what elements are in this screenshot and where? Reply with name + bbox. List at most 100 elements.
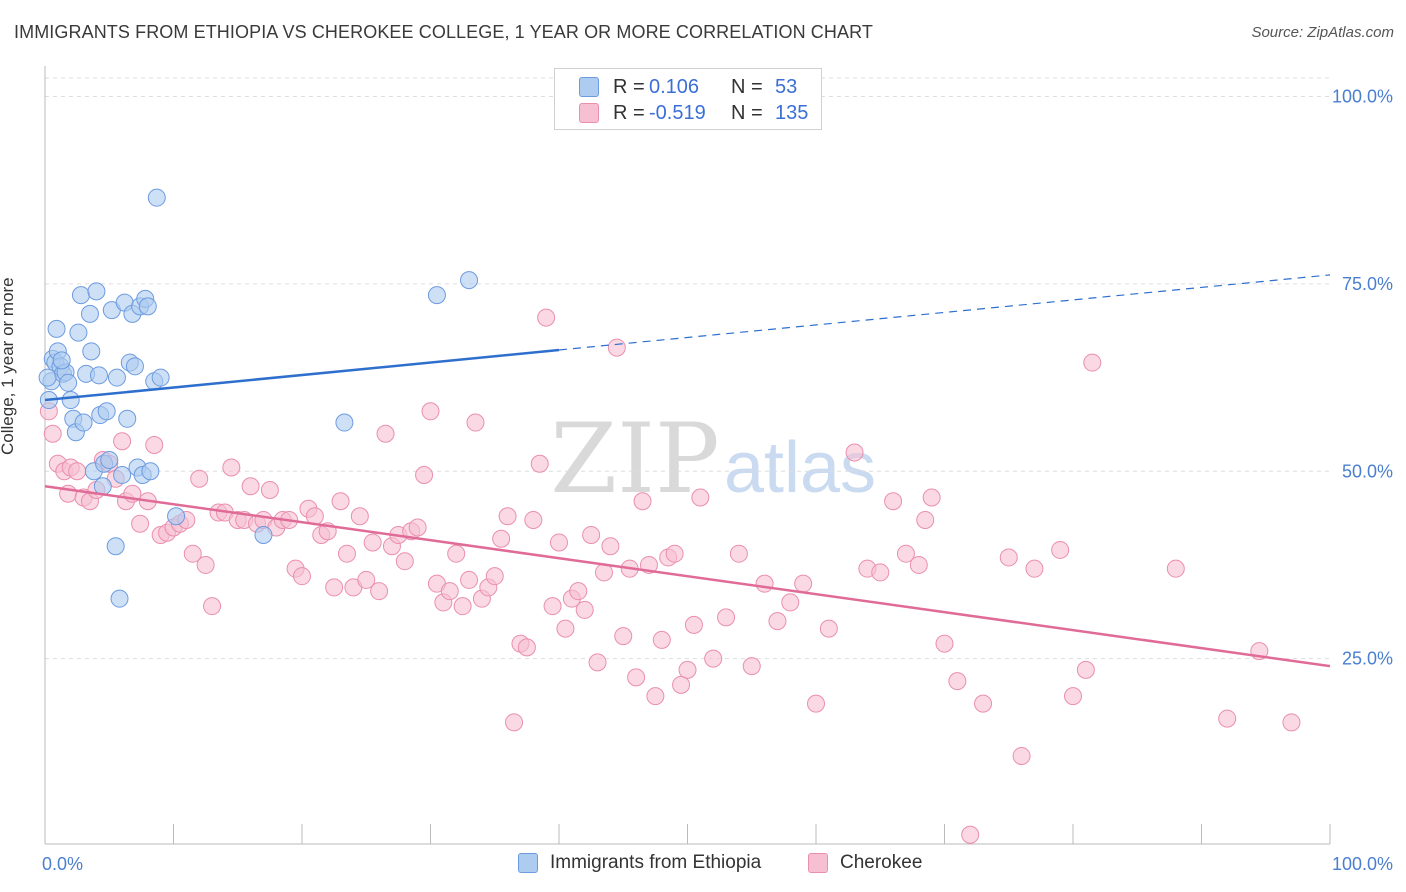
source-label: Source: ZipAtlas.com bbox=[1251, 24, 1394, 41]
r-value: 0.106 bbox=[649, 75, 700, 98]
cherokee-point bbox=[183, 544, 202, 563]
y-tick-label: 25.0% bbox=[1342, 649, 1393, 669]
ethiopia-point bbox=[71, 286, 90, 305]
cherokee-point bbox=[1166, 559, 1185, 578]
cherokee-point bbox=[203, 597, 222, 616]
cherokee-point bbox=[363, 533, 382, 552]
cherokee-point bbox=[466, 413, 485, 432]
series-legend: Immigrants from Ethiopia Cherokee bbox=[0, 852, 1406, 878]
ethiopia-point bbox=[118, 409, 137, 428]
n-label: N = bbox=[731, 75, 763, 98]
cherokee-point bbox=[729, 544, 748, 563]
ethiopia-point bbox=[141, 462, 160, 481]
cherokee-point bbox=[1051, 540, 1070, 559]
ethiopia-point bbox=[106, 537, 125, 556]
r-label: R = bbox=[613, 75, 645, 98]
cherokee-point bbox=[961, 825, 980, 844]
cherokee-point bbox=[485, 567, 504, 586]
y-tick-label: 50.0% bbox=[1342, 461, 1393, 481]
cherokee-point bbox=[260, 480, 279, 499]
ethiopia-point bbox=[82, 342, 101, 361]
cherokee-point bbox=[530, 454, 549, 473]
legend-item-ethiopia[interactable]: Immigrants from Ethiopia bbox=[518, 852, 761, 874]
cherokee-point bbox=[909, 555, 928, 574]
ethiopia-point bbox=[254, 525, 273, 544]
cherokee-point bbox=[916, 510, 935, 529]
y-tick-label: 75.0% bbox=[1342, 274, 1393, 294]
ethiopia-point bbox=[74, 413, 93, 432]
cherokee-point bbox=[652, 630, 671, 649]
ethiopia-point bbox=[93, 477, 112, 496]
legend-item-cherokee[interactable]: Cherokee bbox=[808, 852, 922, 874]
cherokee-point bbox=[627, 668, 646, 687]
cherokee-point bbox=[884, 492, 903, 511]
stats-row-ethiopia: R = 0.106 N = 53 bbox=[579, 75, 797, 99]
cherokee-point bbox=[421, 402, 440, 421]
cherokee-point bbox=[190, 469, 209, 488]
ethiopia-point bbox=[427, 286, 446, 305]
cherokee-point bbox=[569, 582, 588, 601]
cherokee-point bbox=[357, 570, 376, 589]
cherokee-point bbox=[607, 338, 626, 357]
cherokee-point bbox=[614, 627, 633, 646]
x-tick-label: 0.0% bbox=[42, 854, 83, 874]
cherokee-point bbox=[768, 612, 787, 631]
ethiopia-point bbox=[100, 451, 119, 470]
ethiopia-point bbox=[113, 465, 132, 484]
cherokee-point bbox=[582, 525, 601, 544]
ethiopia-point bbox=[167, 507, 186, 526]
cherokee-point bbox=[440, 582, 459, 601]
cherokee-point bbox=[325, 578, 344, 597]
cherokee-point bbox=[1012, 747, 1031, 766]
cherokee-point bbox=[1083, 353, 1102, 372]
ethiopia-point bbox=[147, 188, 166, 207]
cherokee-point bbox=[646, 687, 665, 706]
n-value: 135 bbox=[775, 101, 809, 124]
cherokee-point bbox=[1025, 559, 1044, 578]
cherokee-point bbox=[871, 563, 890, 582]
ethiopia-point bbox=[138, 297, 157, 316]
cherokee-point bbox=[974, 694, 993, 713]
cherokee-point bbox=[588, 653, 607, 672]
cherokee-point bbox=[704, 649, 723, 668]
cherokee-point bbox=[293, 567, 311, 586]
cherokee-point bbox=[684, 615, 703, 634]
cherokee-point bbox=[460, 570, 479, 589]
cherokee-point bbox=[537, 308, 556, 327]
cherokee-point bbox=[935, 634, 954, 653]
n-value: 53 bbox=[775, 75, 798, 98]
cherokee-point bbox=[781, 593, 800, 612]
ethiopia-point bbox=[38, 368, 57, 387]
x-tick-label: 100.0% bbox=[1332, 854, 1393, 874]
cherokee-point bbox=[633, 492, 652, 511]
n-label: N = bbox=[731, 101, 763, 124]
ethiopia-point bbox=[69, 323, 88, 342]
cherokee-point bbox=[543, 597, 562, 616]
cherokee-point bbox=[145, 436, 164, 455]
ethiopia-point bbox=[110, 589, 129, 608]
cherokee-point bbox=[691, 488, 710, 507]
blue-swatch-icon bbox=[579, 77, 599, 97]
legend-label: Cherokee bbox=[840, 852, 923, 873]
cherokee-point bbox=[845, 443, 864, 462]
cherokee-point bbox=[807, 694, 825, 713]
ethiopia-point bbox=[87, 282, 106, 301]
cherokee-point bbox=[1282, 713, 1301, 732]
cherokee-point bbox=[415, 465, 434, 484]
cherokee-point bbox=[453, 597, 472, 616]
ethiopia-trend-extension bbox=[558, 274, 1331, 351]
cherokee-point bbox=[196, 555, 215, 574]
cherokee-point bbox=[999, 548, 1018, 567]
cherokee-point bbox=[678, 660, 697, 679]
cherokee-point bbox=[498, 507, 517, 526]
cherokee-point bbox=[755, 574, 774, 593]
cherokee-point bbox=[68, 462, 87, 481]
chart-title: IMMIGRANTS FROM ETHIOPIA VS CHEROKEE COL… bbox=[14, 22, 873, 42]
cherokee-point bbox=[556, 619, 575, 638]
cherokee-point bbox=[1076, 660, 1095, 679]
r-value: -0.519 bbox=[649, 101, 706, 124]
y-tick-label: 100.0% bbox=[1332, 87, 1393, 107]
ethiopia-point bbox=[460, 271, 479, 290]
blue-swatch-icon bbox=[518, 853, 538, 873]
